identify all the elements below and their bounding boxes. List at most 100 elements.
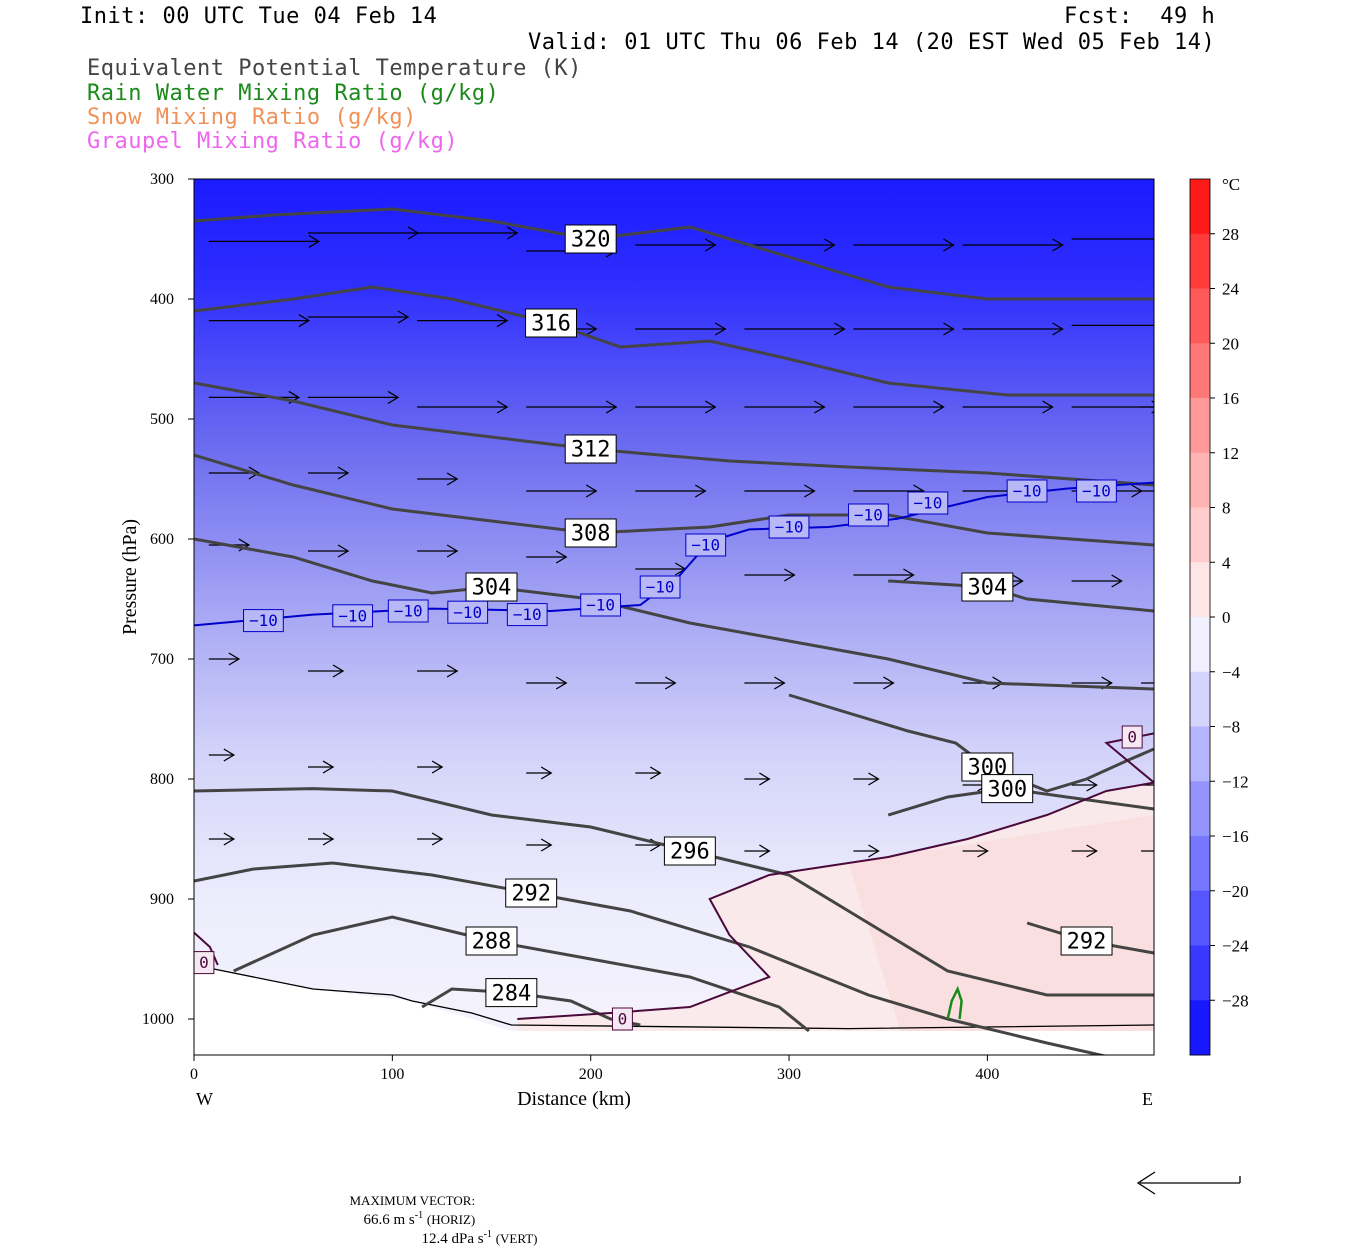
isotherm-minus10-label-5: −10 (580, 593, 621, 617)
isotherm-minus10-label-8-box (768, 515, 810, 539)
init-time: Init: 00 UTC Tue 04 Feb 14 (80, 4, 438, 29)
wind-vector-15 (853, 322, 955, 336)
theta-e-label-292-12: 292 (1060, 926, 1113, 956)
theta-e-label-288-9-box (465, 926, 518, 956)
colorbar-swatch-8 (1190, 617, 1210, 673)
isotherm-minus10-label-9-text: −10 (854, 506, 883, 525)
colorbar-swatch-9 (1190, 671, 1210, 727)
wind-vector-head (496, 400, 509, 414)
rain-water-contour (946, 985, 963, 1020)
wind-vector-head (446, 544, 459, 558)
colorbar-swatch-11 (1190, 781, 1210, 837)
theta-e-label-304-5: 304 (961, 572, 1014, 602)
x-tick-label-400: 400 (975, 1066, 999, 1083)
wind-vector-39 (308, 544, 350, 558)
theta-e-label-304-4-box (465, 572, 518, 602)
isotherm-minus10-label-7-box (685, 533, 727, 557)
theta-e-label-288-9-text: 288 (472, 930, 512, 955)
wind-vector-head (1052, 322, 1064, 336)
theta-e-contour-292-8 (194, 861, 1108, 1055)
theta-e-label-284-10-text: 284 (491, 981, 531, 1006)
colorbar-swatch-15 (1190, 1000, 1210, 1056)
colorbar-swatch-7 (1190, 562, 1210, 618)
wind-vector-head (883, 676, 895, 690)
isotherm-minus10-label-9-box (848, 503, 889, 527)
wind-vector-57 (208, 748, 236, 762)
wind-vector-46 (1071, 574, 1123, 588)
wind-vector-7 (962, 238, 1064, 252)
theta-e-label-320-0-text: 320 (571, 228, 611, 253)
wind-vector-head (1171, 677, 1181, 689)
wind-vector-75 (1071, 844, 1098, 858)
isotherm-minus10-label-3-box (447, 600, 489, 624)
theta-e-label-292-8-text: 292 (511, 882, 551, 907)
wind-vector-30 (417, 472, 459, 486)
isotherm-zero-label-1: 0 (611, 1007, 633, 1031)
isotherm-minus10-label-8-text: −10 (775, 518, 804, 537)
wind-vector-head (248, 466, 261, 480)
isotherm-zero-label-1-text: 0 (618, 1010, 628, 1029)
wind-vector-head (804, 484, 816, 498)
wind-vector-head (664, 676, 677, 690)
legend-graupel: Graupel Mixing Ratio (g/kg) (87, 129, 459, 154)
isotherm-minus10-label-9: −10 (848, 503, 889, 527)
wind-vector-head (540, 766, 553, 780)
colorbar-swatch-13 (1190, 890, 1210, 946)
wind-vector-head (1156, 779, 1166, 791)
isotherm-zero-label-0-text: 0 (199, 953, 209, 972)
isotherm-minus10-label-7-text: −10 (691, 536, 720, 555)
theta-e-label-300-11-text: 300 (987, 777, 1027, 802)
colorbar-label-3: 16 (1222, 389, 1239, 408)
y-tick-label-700: 700 (150, 651, 174, 668)
wind-vector-head (714, 322, 727, 336)
wind-vector-23 (744, 400, 826, 414)
wind-vector-head (555, 676, 568, 690)
wind-vector-head (868, 844, 880, 858)
wind-vector-48 (308, 664, 345, 678)
wind-vector-head (431, 832, 444, 846)
wind-vector-24 (853, 400, 945, 414)
colorbar-swatch-14 (1190, 945, 1210, 1001)
colorbar-swatch-4 (1190, 398, 1210, 454)
theta-e-label-312-2: 312 (564, 434, 617, 464)
isotherm-minus10-label-12-text: −10 (1082, 482, 1111, 501)
wind-vector-70 (526, 838, 553, 852)
wind-vector-head (784, 568, 796, 582)
wind-vector-2 (417, 226, 519, 240)
wind-vector-head (704, 238, 717, 252)
y-tick-label-300: 300 (150, 171, 174, 188)
isotherm-minus10-label-1-box (332, 604, 374, 628)
theta-e-contour-320-0 (194, 207, 1154, 301)
theta-e-label-312-2-text: 312 (571, 438, 611, 463)
wind-vector-head (834, 322, 846, 336)
wind-vectors (208, 226, 1181, 858)
theta-e-label-288-9: 288 (465, 926, 518, 956)
colorbar-unit: °C (1222, 175, 1240, 194)
isotherm-zero-label-0: 0 (193, 951, 215, 975)
theta-e-label-296-7-box (663, 836, 716, 866)
theta-e-contour-288-9 (233, 915, 810, 1033)
colorbar-label-5: 8 (1222, 499, 1231, 518)
theta-e-label-304-5-text: 304 (968, 576, 1008, 601)
wind-vector-19 (308, 390, 400, 404)
wind-vector-head (933, 400, 945, 414)
theta-e-label-320-0-box (564, 224, 617, 254)
colorbar-label-13: −24 (1222, 937, 1249, 956)
isotherm-minus10-label-3-text: −10 (453, 603, 482, 622)
wind-vector-head (704, 400, 717, 414)
x-tick-label-300: 300 (777, 1066, 801, 1083)
isotherm-minus10-label-4-box (506, 603, 548, 627)
wind-vector-head (585, 484, 598, 498)
colorbar-label-11: −16 (1222, 827, 1249, 846)
colorbar-swatch-10 (1190, 726, 1210, 782)
forecast-hour: Fcst: 49 h (1064, 4, 1216, 29)
wind-vector-25 (962, 400, 1054, 414)
wind-vector-head (977, 844, 989, 858)
wind-vector-head (1111, 574, 1123, 588)
wind-vector-50 (526, 676, 568, 690)
wind-vector-head (298, 314, 311, 328)
isotherm-minus10-label-2-box (387, 599, 429, 623)
plot-frame (193, 178, 1155, 1056)
colorbar-label-7: 0 (1222, 608, 1231, 627)
y-tick-label-400: 400 (150, 291, 174, 308)
